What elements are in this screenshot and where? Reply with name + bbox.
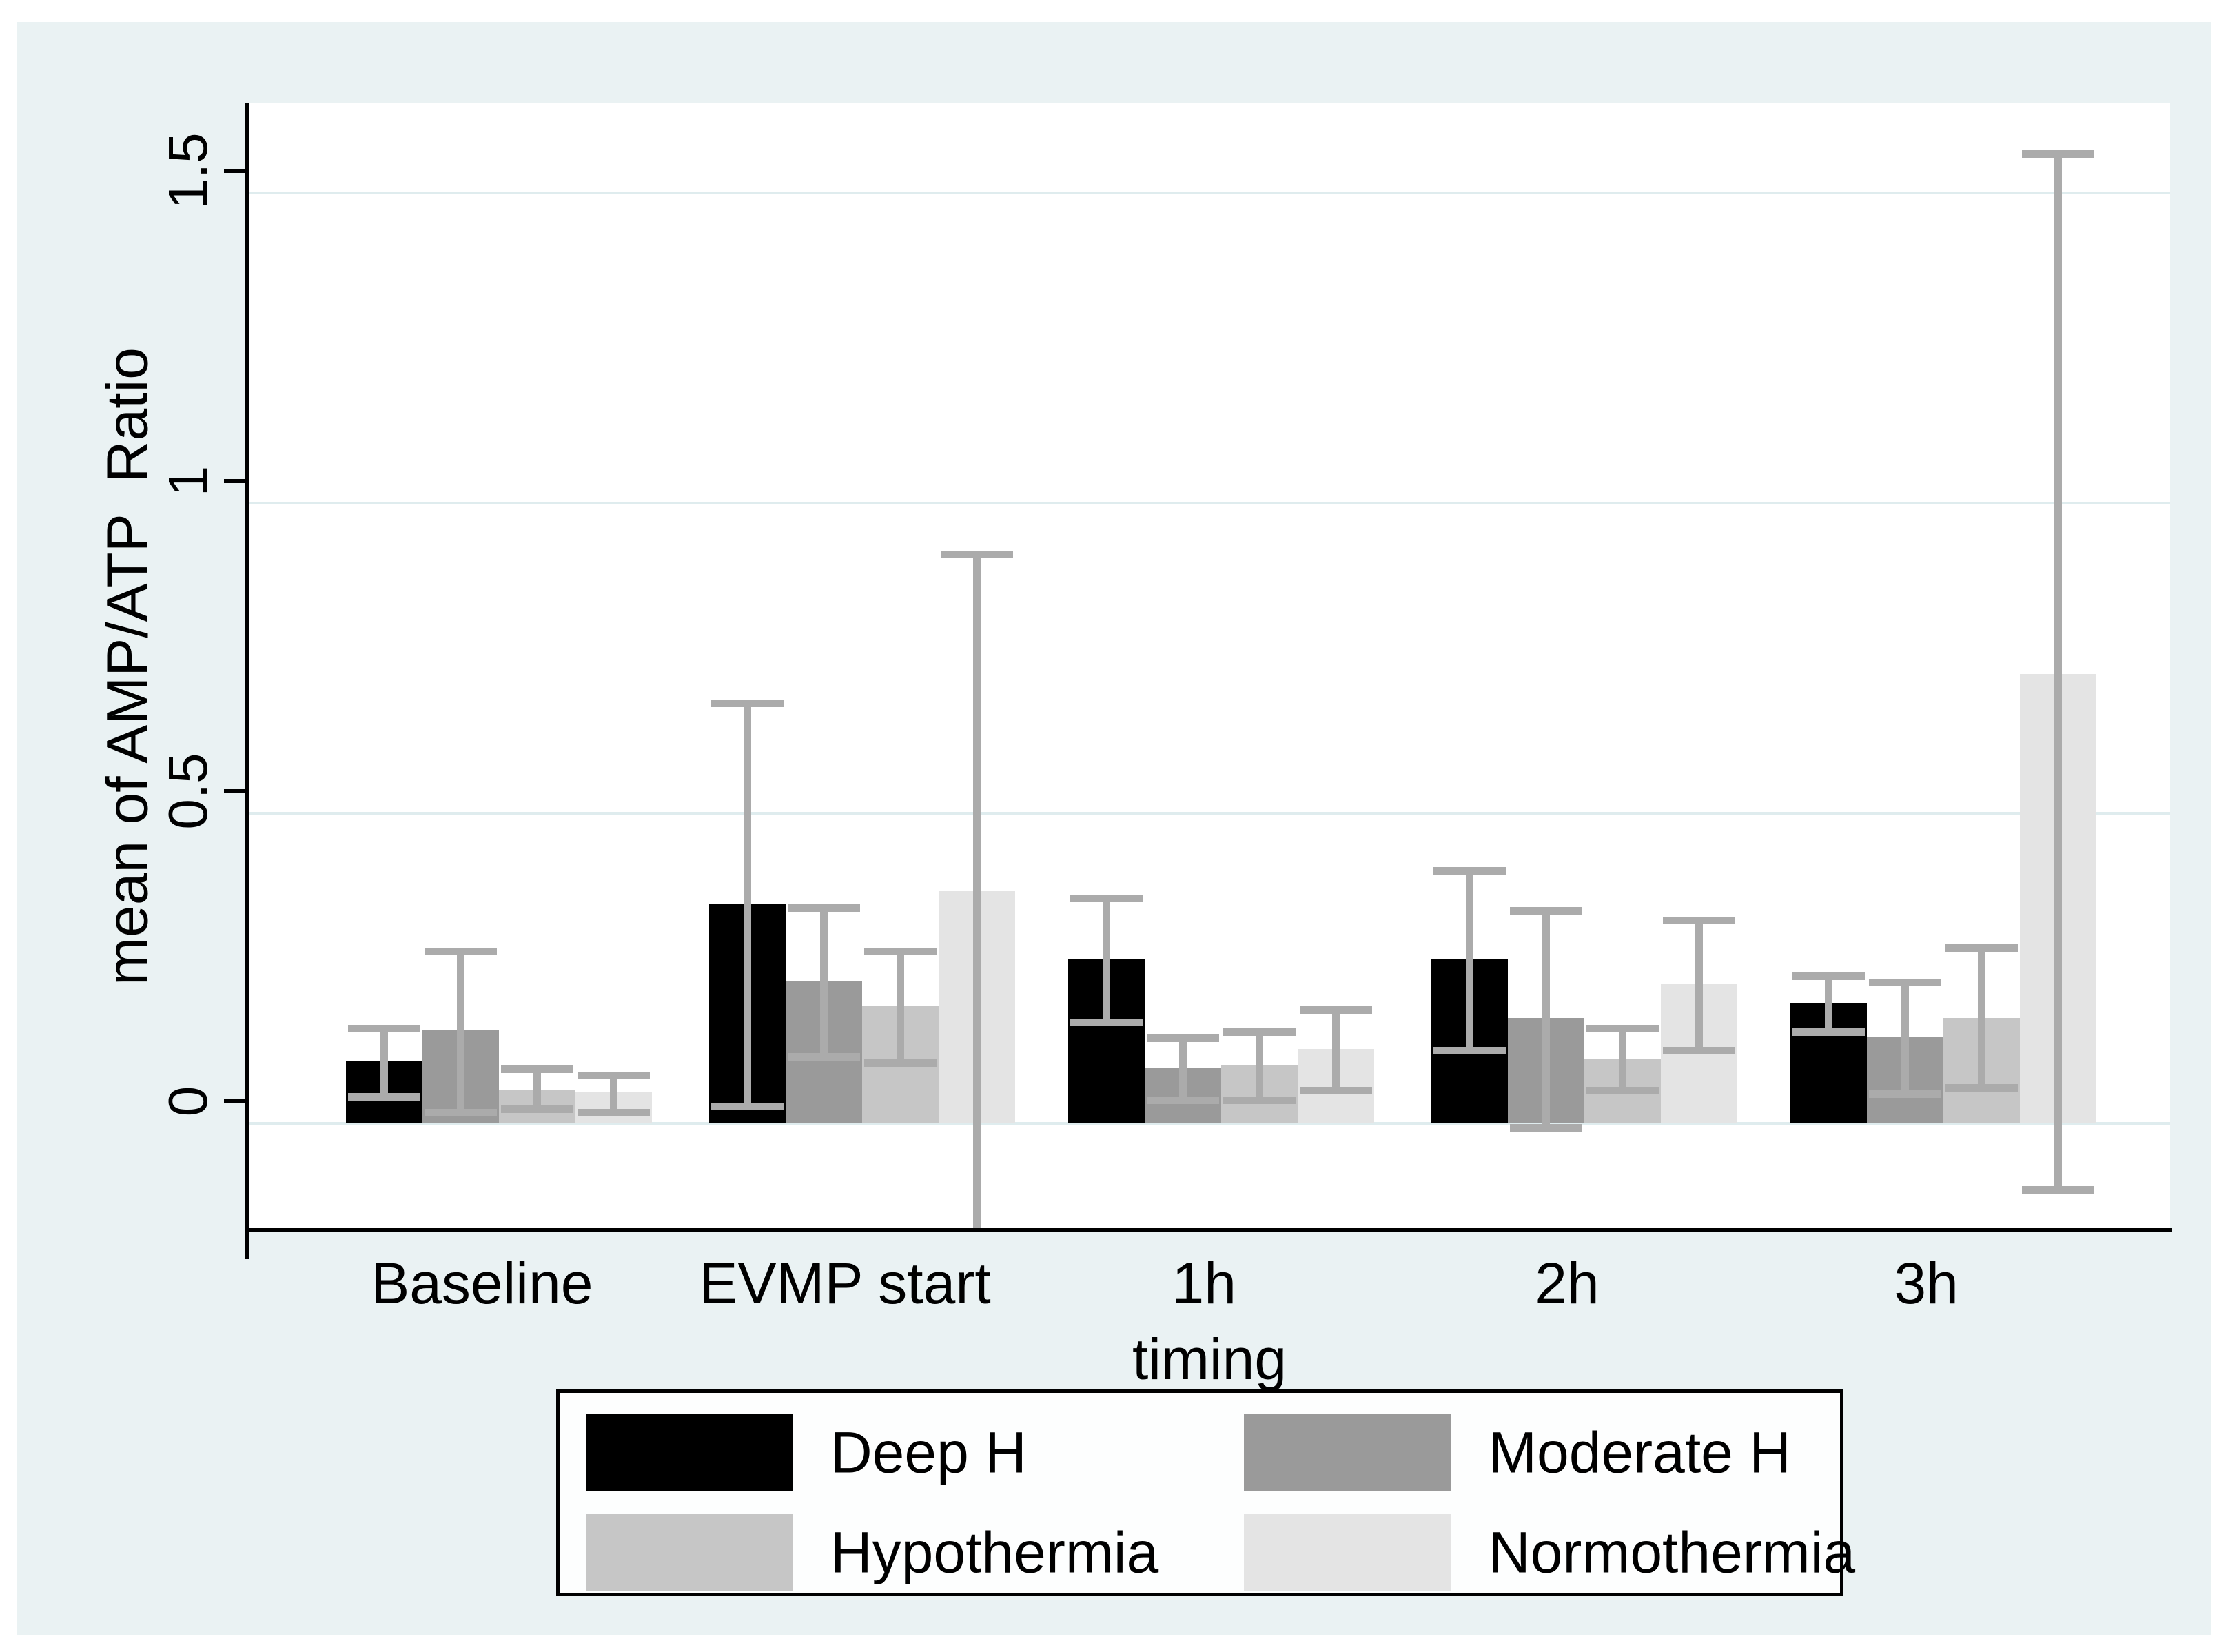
error-bar-upper-cap-hypothermia-baseline (501, 1065, 574, 1073)
error-bar-upper-cap-hypothermia-2h (1586, 1025, 1659, 1032)
error-bar-upper-cap-normothermia-3h (2022, 150, 2095, 158)
x-axis-line (245, 1228, 2172, 1232)
plot-area (249, 103, 2170, 1230)
error-bar-lower-cap-deep-h-1h (1070, 1019, 1143, 1026)
legend-swatch-moderate-h (1244, 1414, 1451, 1491)
error-bar-lower-cap-moderate-h-1h (1147, 1096, 1220, 1104)
error-bar-upper-cap-moderate-h-2h (1509, 907, 1582, 915)
error-bar-lower-cap-normothermia-2h (1662, 1046, 1735, 1054)
gridline-y-1 (249, 502, 2170, 504)
error-bar-lower-cap-moderate-h-3h (1869, 1090, 1942, 1098)
x-category-label-baseline: Baseline (371, 1251, 593, 1316)
graph-region: 0 0.5 1 1.5 mean of AMP/ATP Ratio Baseline E… (17, 22, 2211, 1635)
error-bar-stem-normothermia-3h (2054, 152, 2063, 1189)
error-bar-upper-cap-deep-h-baseline (348, 1025, 421, 1032)
error-bar-stem-normothermia-1h (1332, 1008, 1340, 1090)
error-bar-stem-hypothermia-2h (1618, 1027, 1626, 1090)
legend-swatch-normothermia (1244, 1514, 1451, 1591)
error-bar-lower-cap-normothermia-1h (1300, 1087, 1373, 1094)
legend-label-hypothermia: Hypothermia (830, 1520, 1159, 1585)
error-bar-lower-cap-hypothermia-1h (1223, 1096, 1296, 1104)
error-bar-upper-cap-normothermia-1h (1300, 1006, 1373, 1014)
error-bar-lower-cap-normothermia-3h (2022, 1186, 2095, 1194)
error-bar-upper-cap-hypothermia-1h (1223, 1028, 1296, 1036)
legend-swatch-hypothermia (586, 1514, 793, 1591)
legend-box: Deep H Moderate H Hypothermia Normotherm… (556, 1389, 1855, 1596)
error-bar-upper-cap-deep-h-3h (1792, 972, 1866, 980)
error-bar-lower-cap-moderate-h-2h (1509, 1124, 1582, 1132)
error-bar-stem-hypothermia-3h (1978, 946, 1986, 1086)
x-category-label-3h: 3h (1894, 1251, 1959, 1316)
y-tick-1 (224, 479, 249, 483)
x-axis-title: timing (1132, 1327, 1287, 1391)
error-bar-upper-cap-moderate-h-evmp-start (788, 904, 861, 912)
error-bar-lower-cap-normothermia-baseline (578, 1108, 651, 1116)
error-bar-stem-deep-h-3h (1825, 975, 1833, 1030)
x-category-label-1h: 1h (1172, 1251, 1236, 1316)
error-bar-upper-cap-moderate-h-1h (1147, 1034, 1220, 1042)
error-bar-stem-deep-h-baseline (380, 1027, 389, 1096)
error-bar-stem-deep-h-1h (1103, 897, 1111, 1021)
legend-swatch-deep-h (586, 1414, 793, 1491)
error-bar-upper-cap-deep-h-1h (1070, 895, 1143, 902)
error-bar-stem-normothermia-2h (1695, 919, 1703, 1049)
error-bar-stem-moderate-h-2h (1542, 909, 1550, 1127)
y-axis-line (245, 103, 249, 1259)
error-bar-upper-cap-normothermia-baseline (578, 1071, 651, 1079)
error-bar-upper-cap-hypothermia-evmp-start (864, 947, 937, 955)
error-bar-lower-cap-hypothermia-baseline (501, 1105, 574, 1113)
legend-label-deep-h: Deep H (830, 1420, 1027, 1485)
error-bar-upper-cap-hypothermia-3h (1945, 944, 2019, 952)
y-tick-label-0.5: 0.5 (157, 753, 218, 830)
error-bar-upper-cap-moderate-h-baseline (425, 947, 498, 955)
error-bar-lower-cap-deep-h-3h (1792, 1028, 1866, 1036)
error-bar-stem-moderate-h-3h (1901, 981, 1910, 1092)
error-bar-stem-hypothermia-evmp-start (897, 950, 905, 1061)
legend-label-moderate-h: Moderate H (1489, 1420, 1791, 1485)
error-bar-upper-cap-moderate-h-3h (1869, 978, 1942, 986)
error-bar-lower-cap-deep-h-evmp-start (711, 1102, 784, 1110)
error-bar-upper-cap-normothermia-evmp-start (941, 550, 1014, 558)
error-bar-lower-cap-hypothermia-3h (1945, 1083, 2019, 1092)
legend-label-normothermia: Normothermia (1489, 1520, 1856, 1585)
error-bar-upper-cap-deep-h-2h (1433, 866, 1506, 875)
error-bar-lower-cap-deep-h-baseline (348, 1093, 421, 1101)
x-category-label-evmp-start: EVMP start (699, 1251, 991, 1316)
y-tick-label-1.5: 1.5 (157, 132, 218, 210)
error-bar-upper-cap-normothermia-2h (1662, 916, 1735, 924)
x-category-label-2h: 2h (1535, 1251, 1600, 1316)
error-bar-stem-moderate-h-evmp-start (820, 906, 828, 1055)
error-bar-lower-cap-hypothermia-evmp-start (864, 1059, 937, 1067)
error-bar-stem-normothermia-baseline (610, 1074, 618, 1111)
error-bar-stem-moderate-h-baseline (457, 950, 465, 1111)
gridline-y-0.5 (249, 812, 2170, 815)
y-tick-label-1: 1 (157, 465, 218, 497)
y-tick-0 (224, 1099, 249, 1103)
gridline-y-0 (249, 1122, 2170, 1125)
error-bar-lower-cap-moderate-h-baseline (425, 1108, 498, 1116)
error-bar-stem-hypothermia-1h (1256, 1030, 1264, 1099)
error-bar-upper-cap-deep-h-evmp-start (711, 699, 784, 707)
error-bar-lower-cap-moderate-h-evmp-start (788, 1052, 861, 1061)
gridline-y-1.5 (249, 192, 2170, 194)
error-bar-stem-moderate-h-1h (1179, 1037, 1187, 1099)
error-bar-stem-deep-h-evmp-start (744, 702, 752, 1105)
y-tick-label-0: 0 (157, 1085, 218, 1117)
error-bar-stem-deep-h-2h (1465, 869, 1473, 1049)
y-tick-0.5 (224, 789, 249, 793)
y-tick-1.5 (224, 169, 249, 173)
y-axis-title: mean of AMP/ATP Ratio (94, 347, 160, 986)
error-bar-stem-normothermia-evmp-start (973, 553, 981, 1230)
error-bar-stem-hypothermia-baseline (533, 1068, 542, 1108)
error-bar-lower-cap-deep-h-2h (1433, 1046, 1506, 1054)
error-bar-lower-cap-hypothermia-2h (1586, 1087, 1659, 1094)
